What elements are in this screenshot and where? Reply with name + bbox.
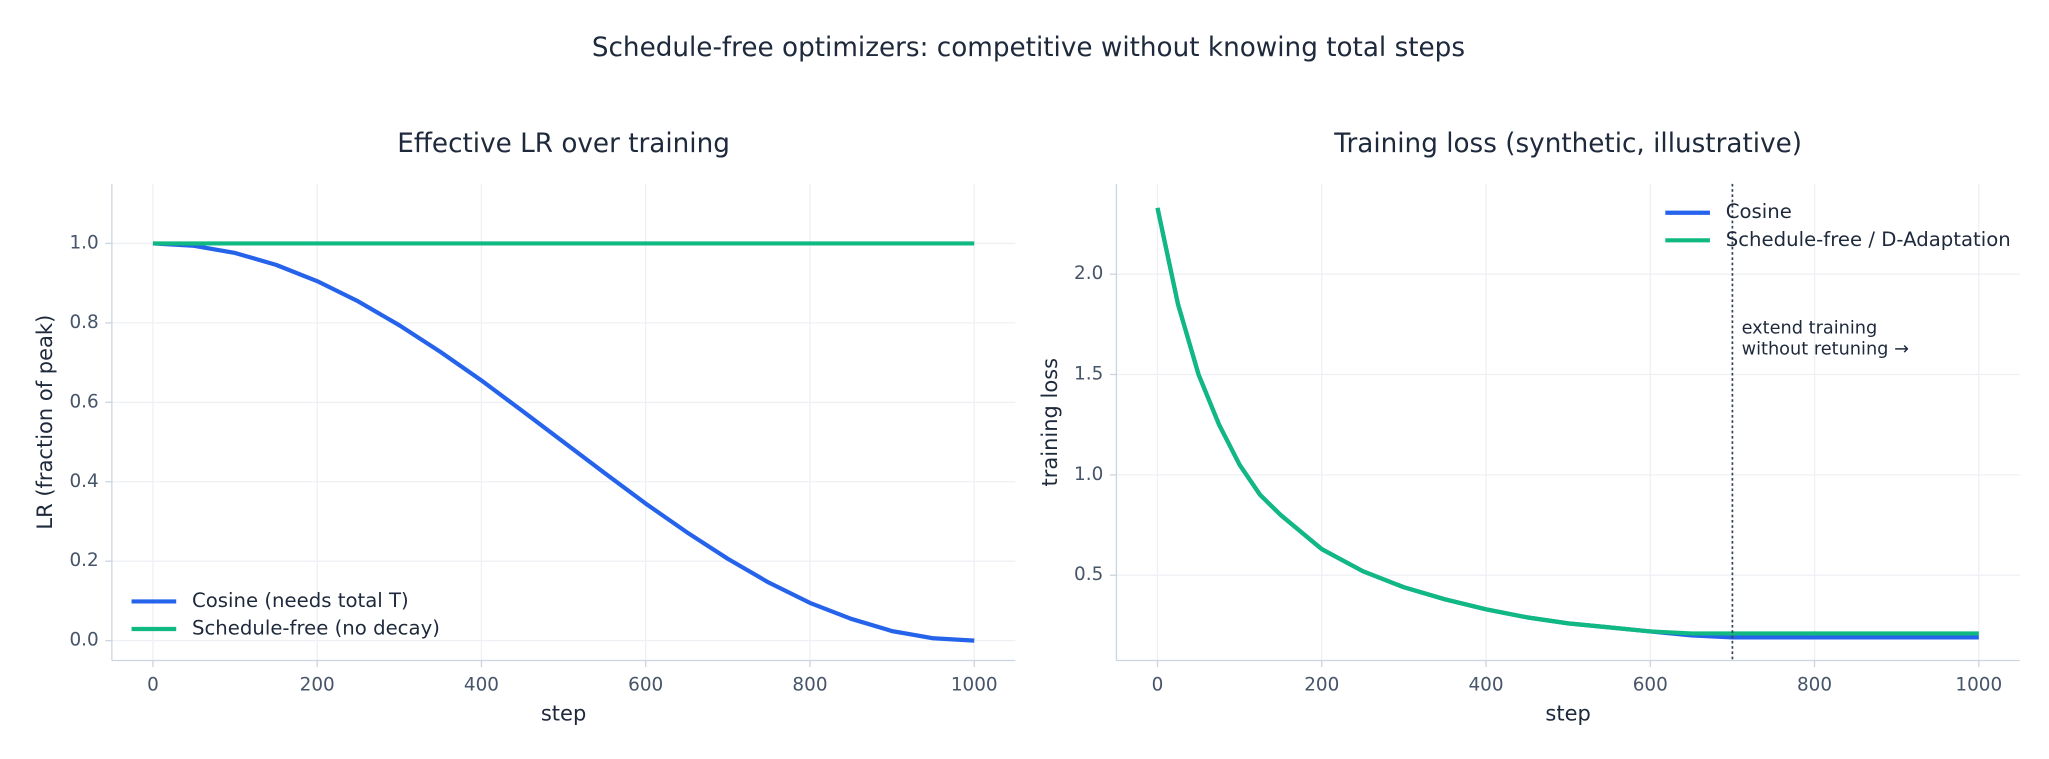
annotation: extend training: [1742, 318, 1878, 338]
x-tick-label: 400: [464, 674, 499, 695]
y-tick-label: 0.5: [1074, 564, 1103, 585]
figure-title: Schedule-free optimizers: competitive wi…: [592, 33, 1465, 63]
y-axis-label: training loss: [1037, 358, 1062, 487]
series-line: [1155, 207, 1979, 636]
x-tick-label: 400: [1468, 674, 1503, 695]
x-tick-label: 200: [300, 674, 335, 695]
x-tick-label: 800: [1797, 674, 1832, 695]
x-tick-label: 0: [147, 674, 159, 695]
series-line: [152, 241, 975, 643]
x-tick-label: 1000: [951, 674, 998, 695]
legend-label: Cosine: [1726, 200, 1792, 223]
legend-label: Cosine (needs total T): [192, 589, 409, 612]
x-tick-label: 0: [1152, 674, 1164, 695]
x-tick-label: 800: [792, 674, 827, 695]
legend-label: Schedule-free / D-Adaptation: [1726, 228, 2011, 251]
y-tick-label: 1.5: [1074, 364, 1103, 385]
x-tick-label: 600: [628, 674, 663, 695]
annotation: without retuning →: [1742, 339, 1909, 359]
y-tick-label: 0.2: [69, 550, 98, 571]
y-tick-label: 0.0: [69, 630, 98, 651]
y-tick-label: 1.0: [1074, 464, 1103, 485]
x-tick-label: 200: [1304, 674, 1339, 695]
y-axis-label: LR (fraction of peak): [32, 315, 57, 530]
y-tick-label: 2.0: [1074, 263, 1103, 284]
y-tick-label: 1.0: [69, 232, 98, 253]
x-axis-label: step: [541, 700, 586, 725]
y-tick-label: 0.8: [69, 312, 98, 333]
legend-label: Schedule-free (no decay): [192, 616, 440, 639]
subplot-title: Training loss (synthetic, illustrative): [1333, 129, 1802, 159]
x-tick-label: 600: [1633, 674, 1668, 695]
subplot-title: Effective LR over training: [397, 129, 730, 159]
y-tick-label: 0.6: [69, 391, 98, 412]
x-tick-label: 1000: [1955, 674, 2002, 695]
x-axis-label: step: [1545, 700, 1590, 725]
y-tick-label: 0.4: [69, 471, 98, 492]
